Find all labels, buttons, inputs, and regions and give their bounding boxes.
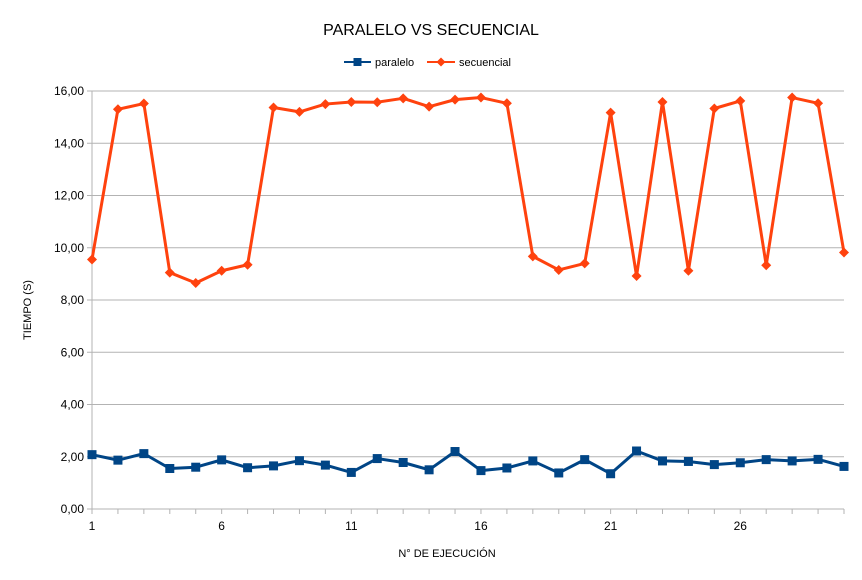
- secuencial-point: [190, 278, 201, 289]
- paralelo-point: [839, 461, 849, 471]
- x-tick-label-0: 1: [89, 519, 96, 533]
- secuencial-point: [164, 267, 175, 278]
- secuencial-point: [294, 106, 305, 117]
- x-axis-title: N° DE EJECUCIÓN: [398, 547, 495, 560]
- paralelo-point: [657, 456, 667, 466]
- paralelo-point: [113, 455, 123, 465]
- paralelo-point: [320, 460, 330, 470]
- chart-title: PARALELO VS SECUENCIAL: [323, 22, 539, 39]
- legend: paralelo secuencial: [344, 57, 511, 69]
- secuencial-point: [475, 92, 486, 103]
- y-axis-ticks: 0,00 2,00 4,00 6,00 8,00 10,00 12,00 14,00 16,00: [54, 84, 92, 516]
- secuencial-point: [268, 102, 279, 113]
- paralelo-point: [813, 454, 823, 464]
- secuencial-point: [398, 93, 409, 104]
- secuencial-point: [320, 99, 331, 110]
- secuencial-point: [112, 104, 123, 115]
- y-tick-label-4: 8,00: [61, 293, 85, 307]
- secuencial-point: [657, 96, 668, 107]
- paralelo-point: [217, 455, 227, 465]
- paralelo-point: [398, 457, 408, 467]
- secuencial-point: [839, 247, 849, 258]
- y-axis-title: TIEMPO (S): [22, 280, 34, 340]
- secuencial-point: [579, 258, 590, 269]
- paralelo-point: [735, 458, 745, 468]
- y-tick-label-6: 12,00: [54, 189, 84, 203]
- secuencial-point: [683, 265, 694, 276]
- x-tick-label-5: 26: [734, 519, 748, 533]
- x-tick-label-3: 16: [474, 519, 488, 533]
- secuencial-point: [553, 264, 564, 275]
- paralelo-point: [165, 464, 175, 474]
- paralelo-point: [554, 468, 564, 478]
- paralelo-point: [580, 455, 590, 465]
- legend-secuencial-label: secuencial: [459, 57, 511, 69]
- secuencial-point: [605, 107, 616, 118]
- secuencial-point: [631, 270, 642, 281]
- paralelo-point: [606, 469, 616, 479]
- series-layer: [87, 92, 849, 479]
- secuencial-point: [761, 260, 772, 271]
- secuencial-point: [450, 94, 461, 105]
- x-tick-label-2: 11: [345, 519, 358, 533]
- paralelo-point: [294, 456, 304, 466]
- paralelo-point: [191, 462, 201, 472]
- legend-paralelo-label: paralelo: [375, 57, 414, 69]
- secuencial-line: [90, 96, 846, 285]
- secuencial-point: [787, 92, 798, 103]
- paralelo-point: [476, 466, 486, 476]
- secuencial-point: [242, 259, 253, 270]
- legend-secuencial-marker: [436, 57, 446, 67]
- y-tick-label-7: 14,00: [54, 136, 84, 150]
- paralelo-point: [787, 456, 797, 466]
- axes: [91, 91, 844, 510]
- legend-paralelo-marker: [353, 58, 362, 66]
- secuencial-point: [424, 101, 435, 112]
- paralelo-point: [632, 446, 642, 456]
- y-tick-label-5: 10,00: [54, 241, 84, 255]
- paralelo-point: [243, 463, 253, 473]
- paralelo-point: [372, 454, 382, 464]
- secuencial-point: [709, 103, 720, 114]
- y-tick-label-2: 4,00: [61, 398, 85, 412]
- secuencial-point: [216, 265, 227, 276]
- y-tick-label-1: 2,00: [61, 450, 85, 464]
- gridlines: [92, 90, 844, 510]
- paralelo-point: [87, 450, 97, 460]
- paralelo-point: [269, 461, 279, 471]
- paralelo-point: [683, 456, 693, 466]
- paralelo-point: [761, 455, 771, 465]
- paralelo-point: [528, 456, 538, 466]
- y-tick-label-0: 0,00: [61, 502, 85, 516]
- series-secuencial: [87, 92, 849, 289]
- x-axis-ticks: 1 6 11 16 21 26: [89, 509, 845, 533]
- y-tick-label-3: 6,00: [61, 345, 85, 359]
- secuencial-point: [813, 98, 824, 109]
- paralelo-point: [424, 465, 434, 475]
- series-paralelo: [87, 446, 849, 479]
- paralelo-point: [139, 449, 149, 459]
- x-tick-label-4: 21: [604, 519, 618, 533]
- paralelo-point: [450, 447, 460, 457]
- secuencial-point: [527, 251, 538, 262]
- secuencial-point: [346, 96, 357, 107]
- x-tick-label-1: 6: [218, 519, 225, 533]
- secuencial-point: [87, 254, 97, 265]
- secuencial-point: [501, 98, 512, 109]
- paralelo-point: [502, 463, 512, 473]
- y-tick-label-8: 16,00: [54, 84, 84, 98]
- secuencial-point: [138, 98, 149, 109]
- paralelo-line: [91, 449, 845, 476]
- paralelo-point: [346, 467, 356, 477]
- secuencial-point: [372, 97, 383, 108]
- secuencial-point: [735, 95, 746, 106]
- paralelo-point: [709, 460, 719, 470]
